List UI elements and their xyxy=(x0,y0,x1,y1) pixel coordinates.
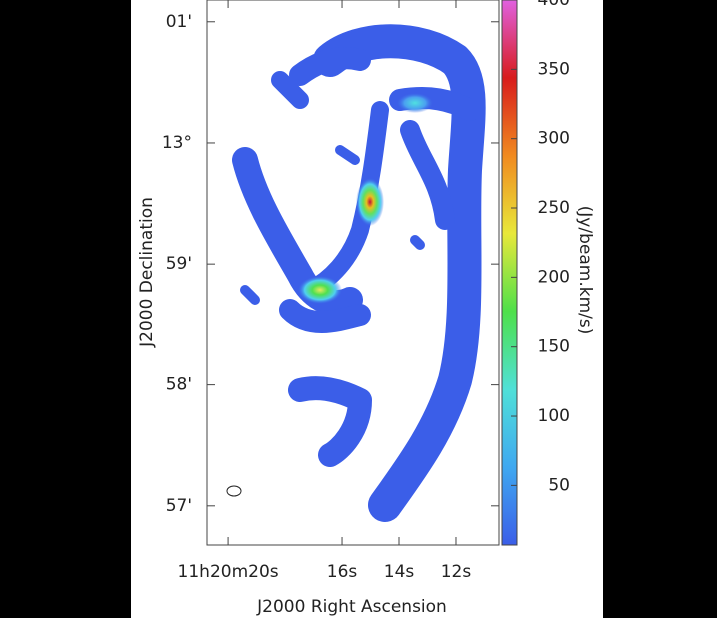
colorbar-tick-label: 200 xyxy=(538,267,570,287)
colorbar-tick-label: 300 xyxy=(538,129,570,149)
colorbar-tick-label: 250 xyxy=(538,198,570,218)
colorbar-tick-label: 150 xyxy=(538,337,570,357)
beam xyxy=(226,485,242,497)
colorbar-tick-label: 400 xyxy=(538,0,570,10)
x-tick-label: 12s xyxy=(441,562,472,582)
y-tick-label: 58' xyxy=(166,375,192,395)
x-tick-label: 16s xyxy=(327,562,358,582)
x-tick-label: 11h20m20s xyxy=(178,562,279,582)
y-tick-label: 59' xyxy=(166,254,192,274)
y-tick-label: 13° xyxy=(162,133,192,153)
hotspot xyxy=(356,178,384,226)
x-tick-label: 14s xyxy=(384,562,415,582)
colorbar-label: (Jy/beam.km/s) xyxy=(575,206,595,335)
y-tick-label: 57' xyxy=(166,496,192,516)
x-axis-label: J2000 Right Ascension xyxy=(256,597,447,617)
frame xyxy=(206,0,500,546)
y-axis-label: J2000 Declination xyxy=(137,197,157,348)
colorbar-tick-label: 100 xyxy=(538,406,570,426)
colorbar-tick-label: 350 xyxy=(538,59,570,79)
hotspot xyxy=(397,93,433,113)
colorbar-tick-label: 50 xyxy=(548,475,570,495)
hotspot xyxy=(298,276,342,304)
colorbar xyxy=(501,0,518,546)
y-tick-label: 01' xyxy=(166,12,192,32)
